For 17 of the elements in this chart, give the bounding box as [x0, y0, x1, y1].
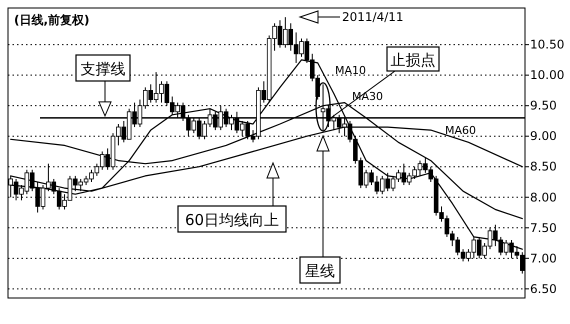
ref-line-label: 支撑线	[80, 60, 126, 78]
y-tick-label: 7.00	[530, 251, 557, 266]
annotation: 2011/4/11	[342, 10, 404, 24]
y-tick-label: 10.50	[530, 38, 564, 52]
series-label: MA60	[445, 124, 476, 137]
annotation: 星线	[305, 262, 335, 280]
y-tick-label: 6.50	[530, 282, 557, 296]
y-tick-label: 10.00	[530, 68, 564, 82]
y-tick-label: 9.00	[530, 129, 557, 144]
y-tick-label: 8.00	[530, 190, 557, 204]
chart-title: (日线,前复权)	[14, 13, 90, 27]
y-tick-label: 9.50	[530, 98, 557, 113]
annotation: 止损点	[390, 51, 436, 69]
series-label: MA10	[335, 64, 366, 77]
annotation: 60日均线向上	[184, 211, 280, 229]
y-tick-label: 7.50	[530, 220, 557, 235]
y-tick-label: 8.50	[530, 160, 557, 174]
